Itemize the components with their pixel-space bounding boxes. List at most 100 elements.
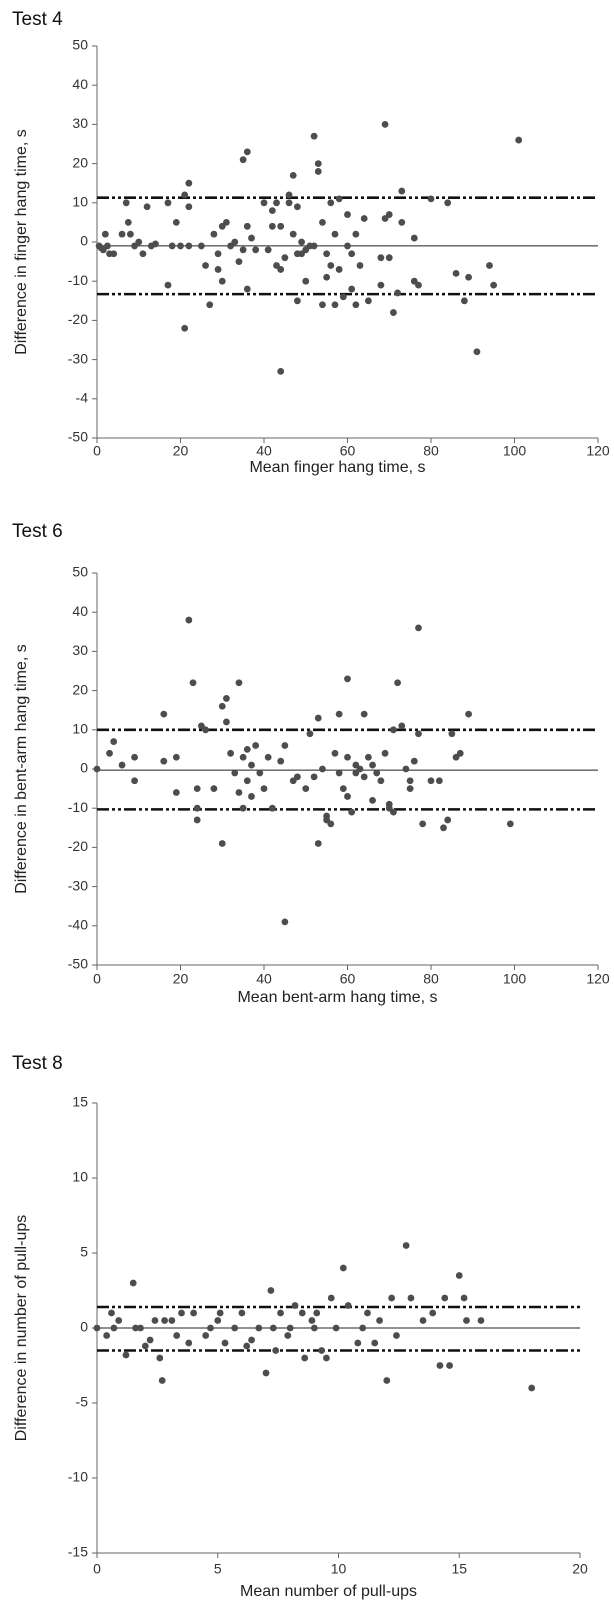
- data-point: [364, 297, 372, 305]
- y-axis-label: Difference in number of pull-ups: [13, 1215, 30, 1442]
- data-point: [115, 1317, 123, 1324]
- data-point: [427, 777, 435, 785]
- data-point: [269, 1324, 277, 1332]
- data-point: [323, 1354, 330, 1362]
- data-point: [360, 215, 368, 222]
- chart-title: Test 8: [12, 1053, 63, 1074]
- y-tick-label: 0: [80, 1319, 88, 1335]
- data-point: [231, 238, 239, 246]
- data-point: [419, 1317, 427, 1324]
- y-tick-label: -40: [68, 917, 88, 933]
- y-tick-label: 20: [72, 154, 88, 170]
- data-point: [239, 246, 247, 254]
- data-point: [360, 773, 368, 781]
- data-point: [302, 785, 310, 792]
- data-point: [173, 1332, 181, 1339]
- data-point: [131, 777, 138, 785]
- data-point: [185, 179, 193, 187]
- data-point: [348, 808, 356, 816]
- data-point: [243, 148, 251, 156]
- data-point: [473, 348, 481, 356]
- data-point: [344, 211, 351, 218]
- data-point: [419, 820, 427, 828]
- data-point: [93, 765, 101, 773]
- data-point: [146, 1336, 154, 1344]
- data-point: [202, 1332, 210, 1339]
- x-tick-label: 40: [256, 443, 272, 459]
- data-point: [181, 191, 189, 199]
- data-point: [294, 773, 301, 781]
- data-point: [406, 777, 414, 785]
- data-point: [118, 761, 126, 769]
- y-tick-label: -20: [68, 838, 88, 854]
- data-point: [214, 250, 222, 258]
- data-point: [398, 187, 406, 195]
- data-point: [446, 1362, 453, 1369]
- data-point: [314, 840, 322, 847]
- y-tick-label: -30: [68, 350, 88, 366]
- y-tick-label: 10: [72, 1169, 88, 1185]
- data-point: [218, 840, 226, 847]
- data-point: [369, 761, 376, 769]
- data-point: [285, 191, 293, 199]
- data-point: [294, 297, 301, 305]
- data-point: [161, 1317, 169, 1324]
- data-point: [218, 277, 226, 285]
- data-point: [210, 785, 218, 792]
- data-point: [281, 918, 289, 926]
- data-point: [331, 749, 339, 757]
- data-point: [385, 254, 393, 262]
- data-point: [352, 230, 360, 238]
- chart-title: Test 6: [12, 521, 63, 542]
- data-point: [129, 1279, 137, 1287]
- data-point: [268, 804, 276, 812]
- data-point: [158, 1377, 166, 1384]
- y-tick-label: 20: [72, 681, 88, 697]
- data-point: [327, 262, 335, 269]
- data-point: [202, 726, 209, 734]
- data-point: [460, 1294, 468, 1302]
- data-point: [214, 1317, 222, 1324]
- data-point: [335, 769, 343, 777]
- data-point: [490, 281, 498, 289]
- data-point: [486, 262, 493, 269]
- data-point: [435, 777, 443, 785]
- y-tick-label: -15: [68, 1544, 88, 1560]
- data-point: [231, 1324, 239, 1332]
- data-point: [152, 240, 159, 248]
- data-point: [137, 1324, 144, 1332]
- data-point: [381, 121, 389, 128]
- data-point: [268, 207, 276, 215]
- data-point: [314, 714, 322, 722]
- data-point: [277, 367, 285, 375]
- x-tick-label: 100: [503, 443, 527, 459]
- data-point: [455, 1272, 463, 1279]
- data-point: [407, 1294, 415, 1302]
- data-point: [106, 749, 113, 757]
- y-tick-label: 30: [72, 642, 88, 658]
- data-point: [377, 254, 385, 262]
- data-point: [444, 816, 452, 824]
- data-point: [318, 1347, 325, 1354]
- data-point: [248, 1336, 255, 1344]
- y-tick-label: 5: [80, 1244, 88, 1260]
- data-point: [248, 793, 255, 800]
- data-point: [260, 199, 268, 207]
- data-point: [390, 726, 397, 734]
- data-point: [189, 679, 197, 687]
- data-point: [231, 769, 239, 777]
- data-point: [308, 1317, 316, 1324]
- y-tick-label: 40: [72, 76, 88, 92]
- data-point: [344, 753, 351, 761]
- data-point: [255, 1324, 263, 1332]
- data-point: [335, 710, 343, 718]
- data-point: [348, 250, 356, 258]
- data-point: [356, 262, 364, 269]
- data-point: [323, 812, 331, 820]
- data-point: [243, 777, 251, 785]
- data-point: [151, 1317, 159, 1324]
- data-point: [110, 250, 118, 258]
- x-tick-label: 60: [340, 971, 356, 987]
- data-point: [477, 1317, 485, 1324]
- y-tick-label: 0: [80, 233, 88, 249]
